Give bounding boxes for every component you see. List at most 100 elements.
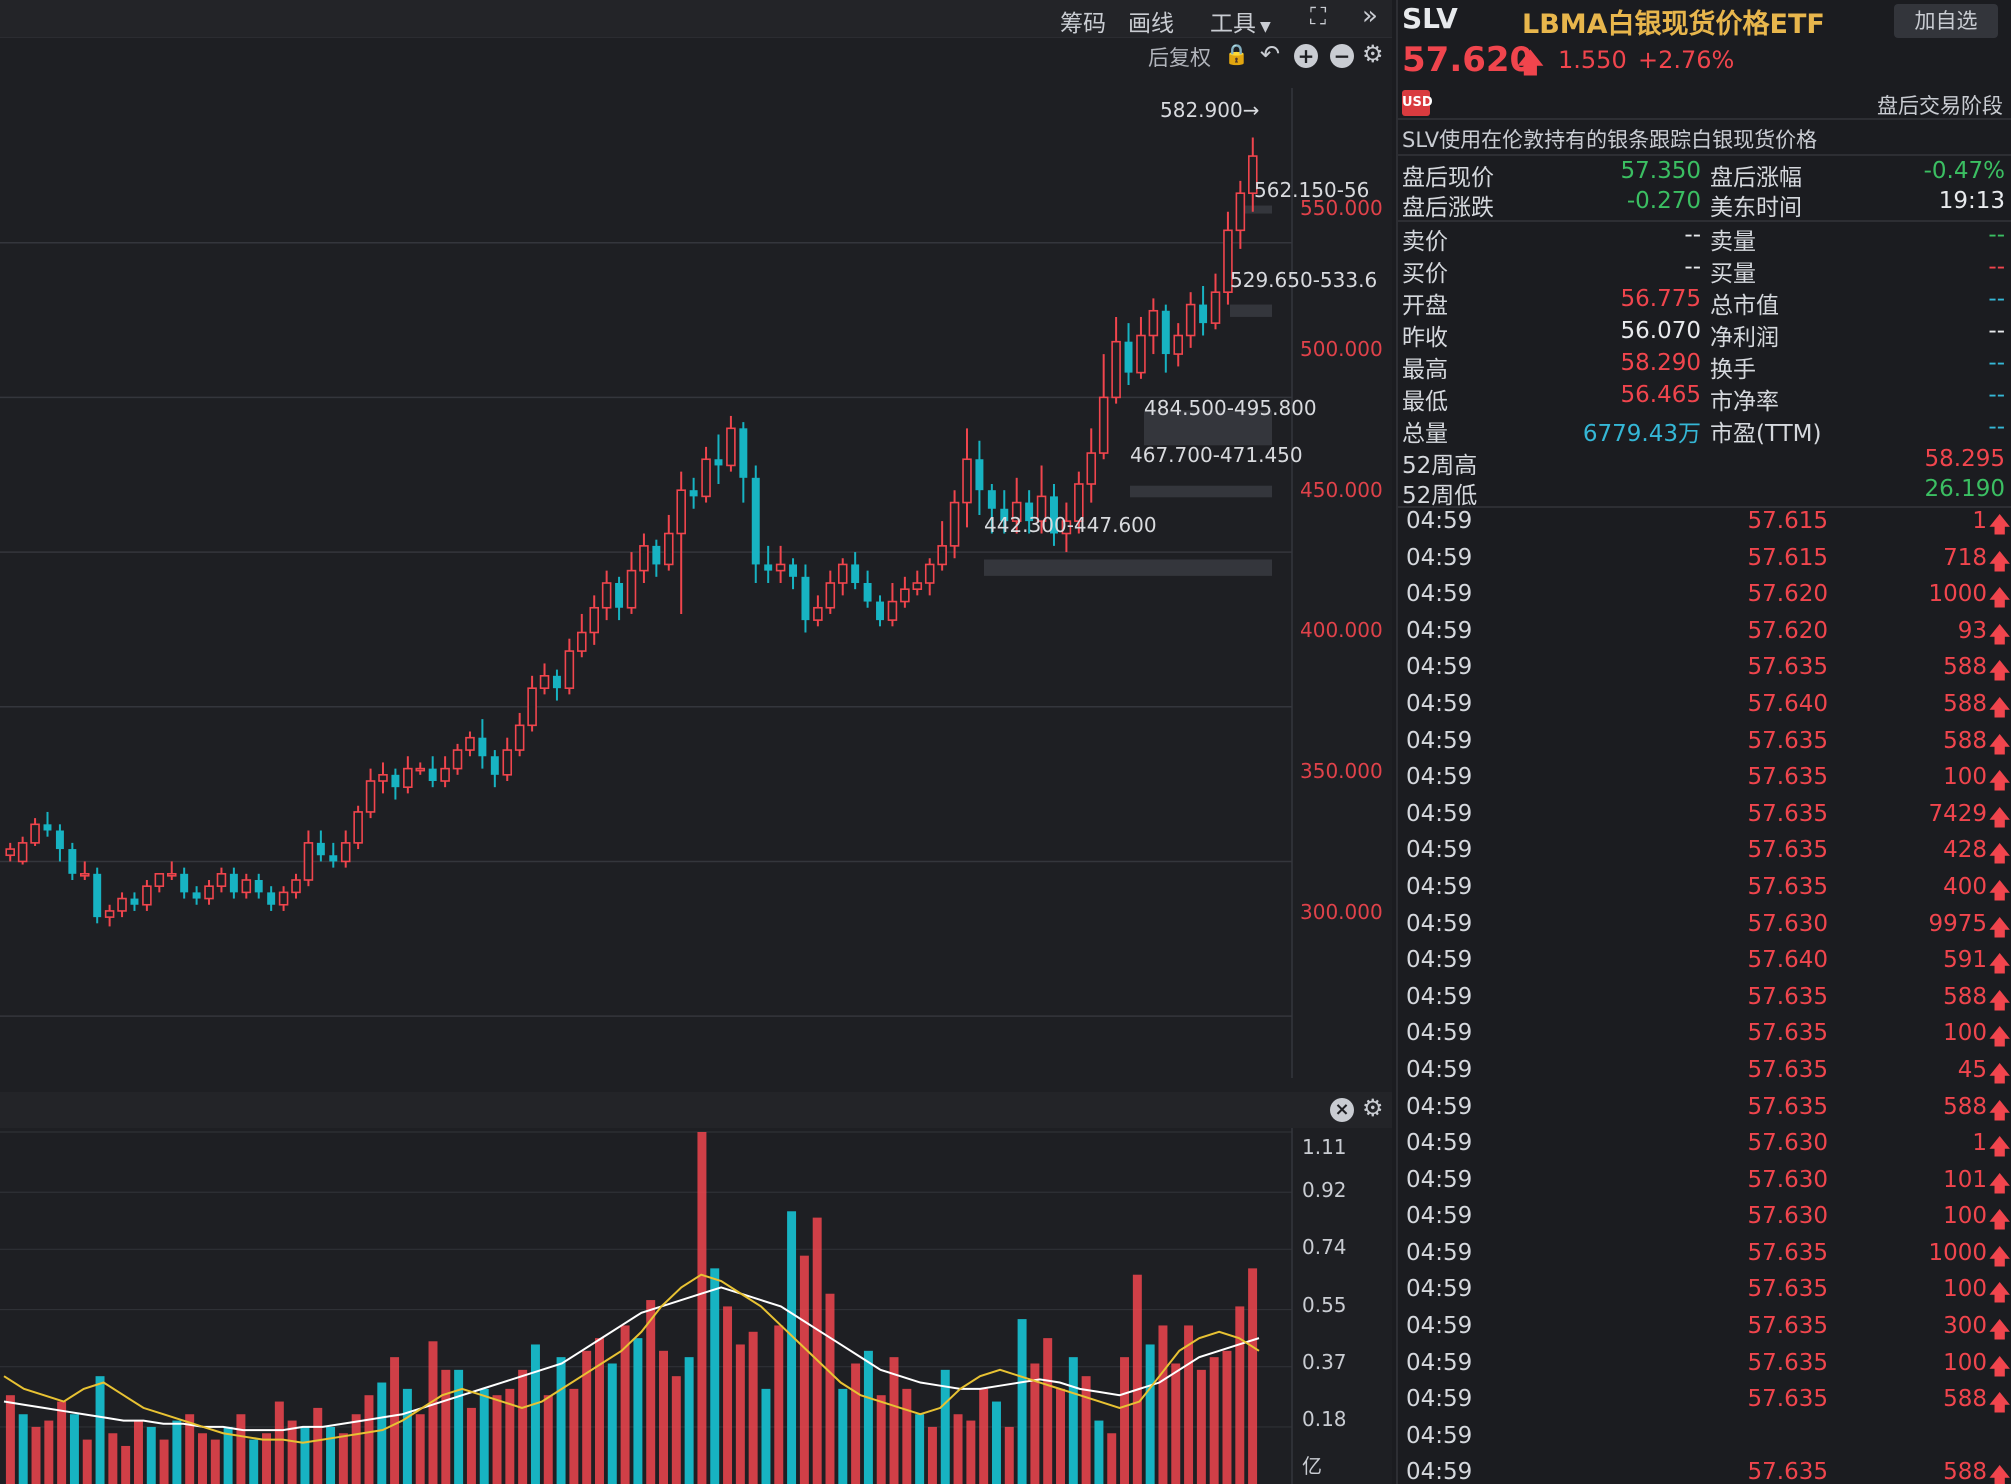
arrow-up-icon: 🡅 (1988, 1208, 2011, 1234)
tick-price: 57.630 (1747, 1166, 1828, 1193)
tick-volume: 1 (1972, 508, 1987, 534)
volume-bar (377, 1382, 387, 1484)
stat-value: -- (1988, 318, 2005, 344)
volume-bar (1145, 1344, 1155, 1484)
candle-body (267, 892, 276, 905)
candle-body (676, 489, 686, 535)
candle-body (937, 545, 947, 566)
zoom-in-icon[interactable]: + (1294, 44, 1318, 68)
chart-toolbar: 筹码 画线 工具 ▼ ⛶ » (0, 0, 1392, 38)
candle-body (43, 824, 52, 831)
lock-icon[interactable]: 🔒 (1224, 42, 1249, 66)
price-axis-label: 450.000 (1300, 478, 1383, 502)
candle-body (478, 737, 487, 757)
gear-icon[interactable]: ⚙ (1362, 40, 1384, 68)
candle-body (1124, 341, 1133, 373)
volume-bar (1184, 1325, 1194, 1484)
volume-chart[interactable] (0, 1092, 1392, 1484)
volume-bar (915, 1414, 925, 1484)
arrow-up-icon: 🡅 (1988, 1025, 2011, 1051)
price-chart[interactable] (0, 88, 1392, 1080)
undo-icon[interactable]: ↶ (1260, 40, 1281, 68)
candle-body (900, 588, 910, 603)
candle-body (229, 873, 238, 893)
candle-body (104, 910, 115, 918)
volume-bar (364, 1395, 374, 1484)
symbol: SLV (1402, 2, 1458, 35)
tools-button[interactable]: 工具 ▼ (1210, 4, 1271, 38)
adjust-mode-button[interactable]: 后复权 (1148, 46, 1211, 70)
collapse-panel-icon[interactable]: » (1362, 1, 1378, 31)
tick-volume: 400 (1943, 873, 1987, 900)
stat-label: 美东时间 (1710, 195, 1802, 221)
candle-body (751, 477, 760, 565)
volume-axis-label: 0.55 (1302, 1293, 1347, 1317)
candle-body (1086, 452, 1097, 485)
candle-body (241, 879, 252, 894)
tick-time: 04:59 (1406, 727, 1473, 754)
tick-price: 57.635 (1747, 1056, 1828, 1083)
zone-label: 442.300-447.600 (984, 513, 1157, 537)
tick-row: 04:59 57.630 1 🡅 (1398, 1130, 2011, 1167)
tick-row: 04:59 57.635 588 🡅 (1398, 984, 2011, 1021)
volume-bar (953, 1414, 963, 1484)
chips-button[interactable]: 筹码 (1060, 11, 1106, 37)
stat-value: 57.350 (1620, 158, 1701, 184)
tick-time: 04:59 (1406, 1166, 1473, 1193)
stat-label: 最低 (1402, 389, 1448, 415)
tick-time: 04:59 (1406, 1276, 1473, 1303)
close-icon[interactable]: × (1330, 1098, 1354, 1122)
volume-bar (108, 1433, 118, 1484)
volume-bar (838, 1388, 848, 1484)
tick-row: 04:59 57.615 718 🡅 (1398, 545, 2011, 582)
price-zone-band (1230, 304, 1272, 317)
price-axis-label: 300.000 (1300, 900, 1383, 924)
candle-body (79, 873, 90, 877)
last-price: 57.620 (1402, 40, 1534, 80)
candle-body (30, 823, 40, 844)
volume-bar (492, 1395, 502, 1484)
volume-bar (1107, 1433, 1117, 1484)
gear-icon[interactable]: ⚙ (1362, 1094, 1384, 1122)
candle-body (1098, 396, 1109, 454)
volume-bar (863, 1350, 873, 1484)
candle-body (440, 767, 450, 782)
tick-volume: 100 (1943, 1276, 1987, 1303)
tick-time: 04:59 (1406, 1349, 1473, 1376)
fullscreen-icon[interactable]: ⛶ (1310, 4, 1327, 30)
zoom-out-icon[interactable]: − (1330, 44, 1354, 68)
stat-value: -- (1988, 414, 2005, 440)
draw-line-button[interactable]: 画线 (1128, 11, 1174, 37)
candle-body (837, 563, 848, 584)
volume-bar (582, 1350, 592, 1484)
price-axis-label: 500.000 (1300, 337, 1383, 361)
candle-body (789, 564, 798, 577)
tick-time: 04:59 (1406, 544, 1473, 571)
volume-bar (799, 1255, 809, 1484)
stat-value: -- (1684, 222, 1701, 248)
tick-row: 04:59 57.630 100 🡅 (1398, 1203, 2011, 1240)
candle-body (615, 583, 624, 608)
arrow-up-icon: 🡅 (1516, 46, 1545, 79)
volume-bar (262, 1433, 272, 1484)
stat-value: 56.465 (1620, 382, 1701, 408)
candle-body (801, 576, 810, 621)
add-watchlist-button[interactable]: 加自选 (1894, 4, 1998, 38)
tick-volume: 588 (1943, 654, 1987, 681)
arrow-up-icon: 🡅 (1988, 549, 2011, 575)
candle-body (5, 848, 15, 857)
volume-bar (479, 1388, 489, 1484)
tick-volume: 100 (1943, 1203, 1987, 1230)
tick-list[interactable]: 04:59 57.615 1 🡅 04:59 57.615 718 🡅 04:59 57.620 1… (1398, 508, 2011, 1484)
tick-row: 04:59 57.620 93 🡅 (1398, 618, 2011, 655)
tick-row: 04:59 57.635 588 🡅 (1398, 728, 2011, 765)
candle-body (1223, 229, 1233, 293)
candle-body (601, 582, 612, 609)
volume-bar (812, 1217, 822, 1484)
candle-body (353, 811, 363, 844)
tick-price: 57.615 (1747, 544, 1828, 571)
stat-label: 市净率 (1710, 389, 1779, 415)
price-axis-label: 400.000 (1300, 618, 1383, 642)
volume-bar (18, 1414, 28, 1484)
candle-body (987, 490, 996, 509)
